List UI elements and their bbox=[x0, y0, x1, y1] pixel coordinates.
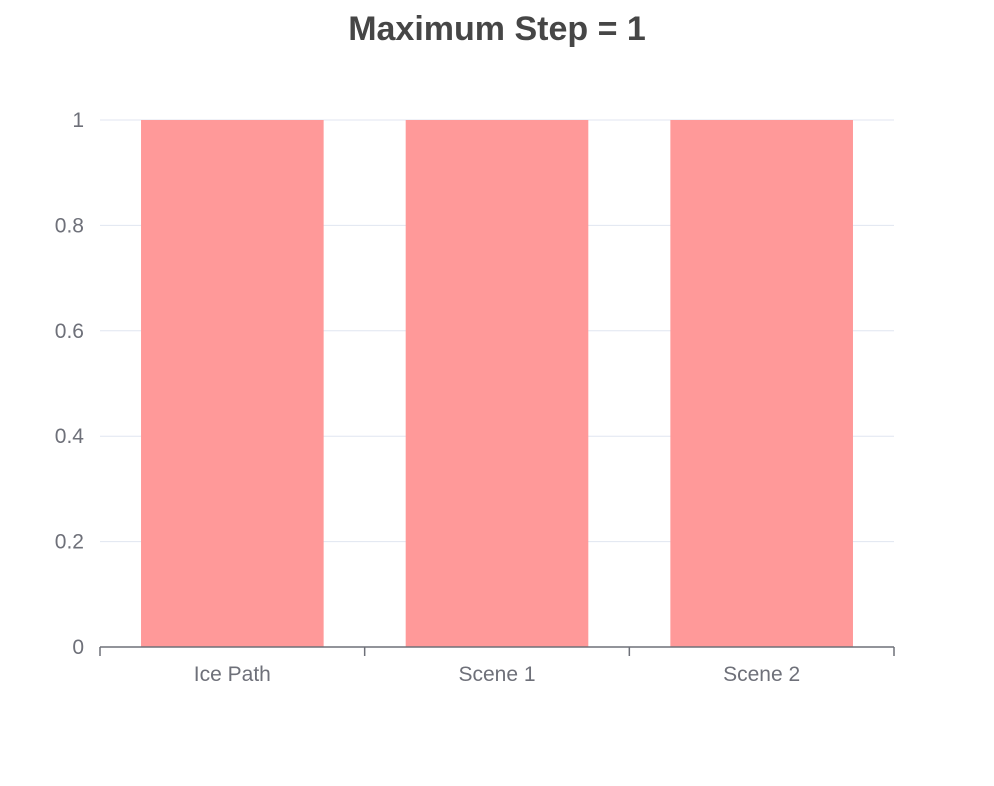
x-axis bbox=[99, 646, 895, 656]
bar-2 bbox=[670, 120, 853, 647]
y-tick-label: 1 bbox=[72, 109, 84, 132]
y-tick-label: 0.2 bbox=[55, 531, 84, 554]
y-tick-label: 0.6 bbox=[55, 320, 84, 343]
y-axis-tick-labels: 0 0.2 0.4 0.6 0.8 1 bbox=[55, 109, 85, 659]
y-tick-label: 0 bbox=[72, 636, 84, 659]
chart-title: Maximum Step = 1 bbox=[348, 10, 646, 48]
bar-1 bbox=[405, 120, 589, 647]
bar-0 bbox=[141, 120, 324, 647]
x-axis-tick-labels: Ice Path Scene 1 Scene 2 bbox=[194, 663, 800, 686]
x-tick-label: Scene 2 bbox=[723, 663, 800, 686]
bars bbox=[141, 120, 853, 647]
x-tick-label: Scene 1 bbox=[458, 663, 535, 686]
y-tick-label: 0.4 bbox=[55, 425, 85, 448]
x-tick-label: Ice Path bbox=[194, 663, 271, 686]
y-tick-label: 0.8 bbox=[55, 214, 84, 237]
